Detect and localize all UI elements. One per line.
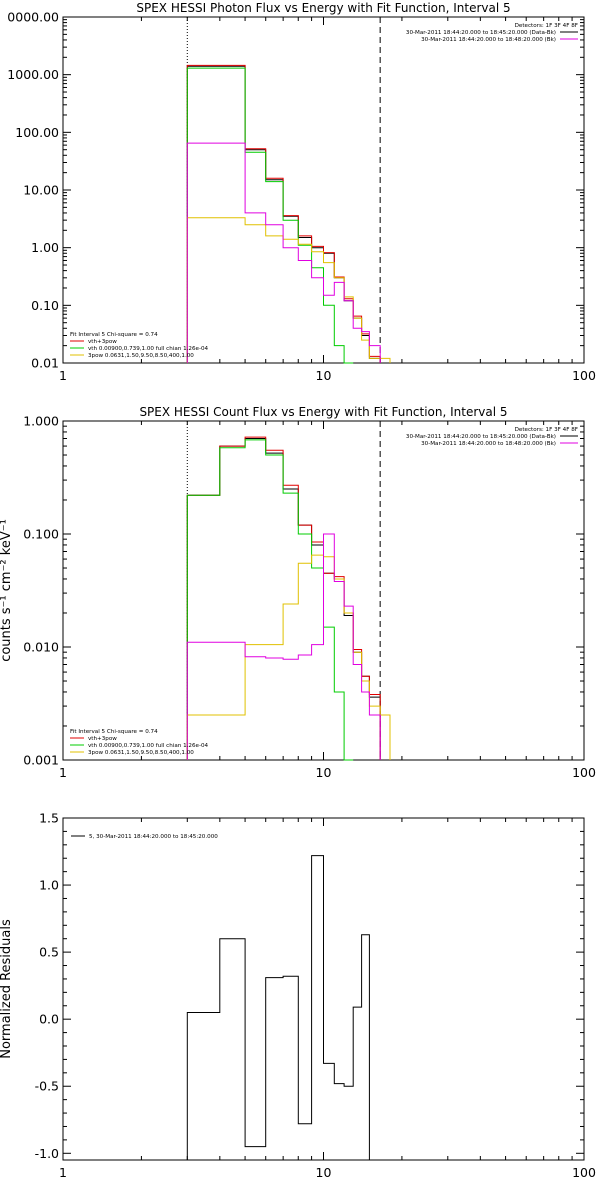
legend-entry: 30-Mar-2011 18:44:20.000 to 18:48:20.000… [421, 441, 556, 447]
plot-1: SPEX HESSI Photon Flux vs Energy with Fi… [7, 1, 596, 383]
legend-entry: 30-Mar-2011 18:44:20.000 to 18:45:20.000… [406, 30, 556, 36]
x-tick-label: 1 [59, 368, 67, 383]
y-tick-label: 0000.00 [7, 10, 59, 25]
y-tick-label: -0.5 [35, 1079, 59, 1094]
legend-entry: 30-Mar-2011 18:44:20.000 to 18:48:20.000… [421, 37, 556, 43]
series-5-histogram [186, 533, 381, 760]
legend-header: Detectors: 1F 3F 4F 8F [515, 427, 578, 433]
x-tick-label: 1 [59, 765, 67, 780]
y-tick-label: 1.5 [39, 811, 59, 826]
y-axis-label: counts s⁻¹ cm⁻² keV⁻¹ [0, 519, 14, 662]
y-tick-label: 1.00 [31, 240, 59, 255]
y-tick-label: 10.00 [23, 183, 59, 198]
x-tick-label: 1 [59, 1165, 67, 1180]
legend-entry: vth+3pow [88, 736, 117, 742]
series-1-histogram [186, 438, 381, 760]
plot-3: Normalized Residuals 1 10 100 -1.0 -0.5 0.0 0.5… [0, 811, 596, 1181]
x-tick-label: 10 [316, 368, 332, 383]
x-tick-label: 10 [316, 1165, 332, 1180]
y-tick-label: 0.001 [23, 753, 59, 768]
legend-header: Fit Interval 5 Chi-square = 0.74 [70, 729, 158, 735]
y-tick-label: 1.000 [23, 414, 59, 429]
series-5-histogram [186, 142, 381, 363]
series-4-histogram [186, 554, 391, 760]
legend-entry: 5, 30-Mar-2011 18:44:20.000 to 18:45:20.… [89, 834, 218, 840]
series-2-histogram [186, 64, 381, 363]
y-tick-label: 0.010 [23, 640, 59, 655]
legend-entry: 30-Mar-2011 18:44:20.000 to 18:45:20.000… [406, 434, 556, 440]
y-tick-label: 0.10 [31, 298, 59, 313]
plot-2: SPEX HESSI Count Flux vs Energy with Fit… [0, 405, 596, 780]
chart-title: SPEX HESSI Count Flux vs Energy with Fit… [139, 405, 507, 419]
y-tick-label: 100.00 [15, 125, 59, 140]
series-3-histogram [186, 67, 354, 364]
y-tick-label: 0.5 [39, 945, 59, 960]
x-tick-label: 100 [572, 765, 596, 780]
y-tick-label: -1.0 [35, 1146, 59, 1161]
y-axis-label: Normalized Residuals [0, 919, 14, 1059]
series-3-histogram [186, 439, 354, 761]
x-tick-label: 100 [572, 368, 596, 383]
x-tick-label: 100 [572, 1165, 596, 1180]
series-4-histogram [186, 217, 391, 363]
legend-header: Fit Interval 5 Chi-square = 0.74 [70, 332, 158, 338]
series-1-histogram [186, 65, 381, 363]
y-tick-label: 0.0 [39, 1012, 59, 1027]
legend-entry: vth+3pow [88, 339, 117, 345]
y-tick-label: 0.100 [23, 527, 59, 542]
y-tick-label: 0.01 [31, 356, 59, 371]
legend-entry: vth 0.00900,0.739,1.00 full chian 1.26e-… [88, 346, 209, 352]
legend-entry: 3pow 0.0631,1.50,9.50,8.50,400,1.00 [88, 750, 194, 756]
y-tick-label: 1.0 [39, 878, 59, 893]
x-tick-label: 10 [316, 765, 332, 780]
legend-entry: 3pow 0.0631,1.50,9.50,8.50,400,1.00 [88, 353, 194, 359]
series-2-histogram [186, 436, 381, 760]
y-tick-label: 1000.00 [7, 67, 59, 82]
plot-frame [62, 16, 585, 364]
chart-title: SPEX HESSI Photon Flux vs Energy with Fi… [136, 1, 510, 15]
series-1-histogram [186, 855, 370, 1160]
legend-header: Detectors: 1F 3F 4F 8F [515, 23, 578, 29]
legend-entry: vth 0.00900,0.739,1.00 full chian 1.26e-… [88, 743, 209, 749]
